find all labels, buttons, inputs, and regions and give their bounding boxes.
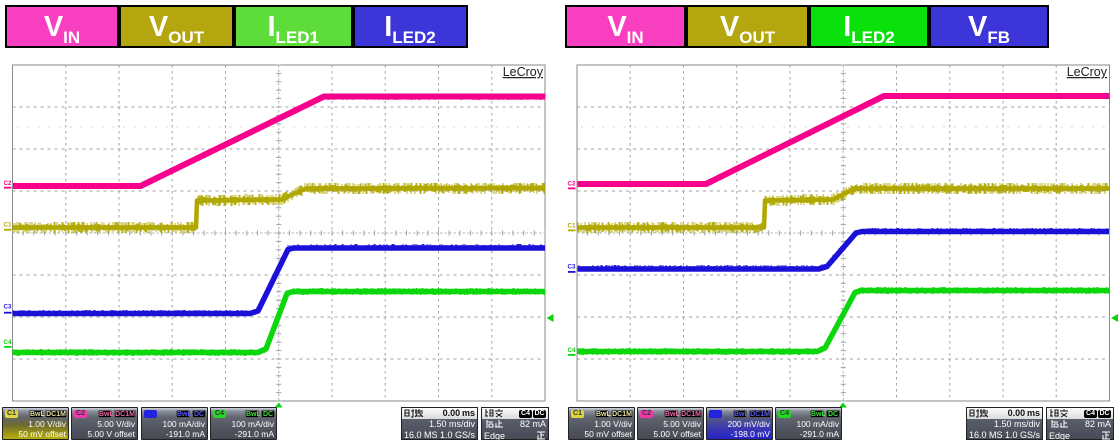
svg-text:C4: C4 bbox=[4, 339, 12, 346]
svg-text:C2: C2 bbox=[4, 180, 12, 187]
svg-text:C3: C3 bbox=[4, 304, 12, 311]
svg-text:C3: C3 bbox=[568, 264, 576, 271]
svg-text:C1: C1 bbox=[568, 223, 576, 230]
svg-text:C2: C2 bbox=[568, 181, 576, 188]
svg-text:C1: C1 bbox=[4, 222, 12, 229]
svg-text:LeCroy: LeCroy bbox=[503, 65, 544, 79]
svg-text:LeCroy: LeCroy bbox=[1067, 65, 1108, 79]
svg-text:C4: C4 bbox=[568, 347, 576, 354]
